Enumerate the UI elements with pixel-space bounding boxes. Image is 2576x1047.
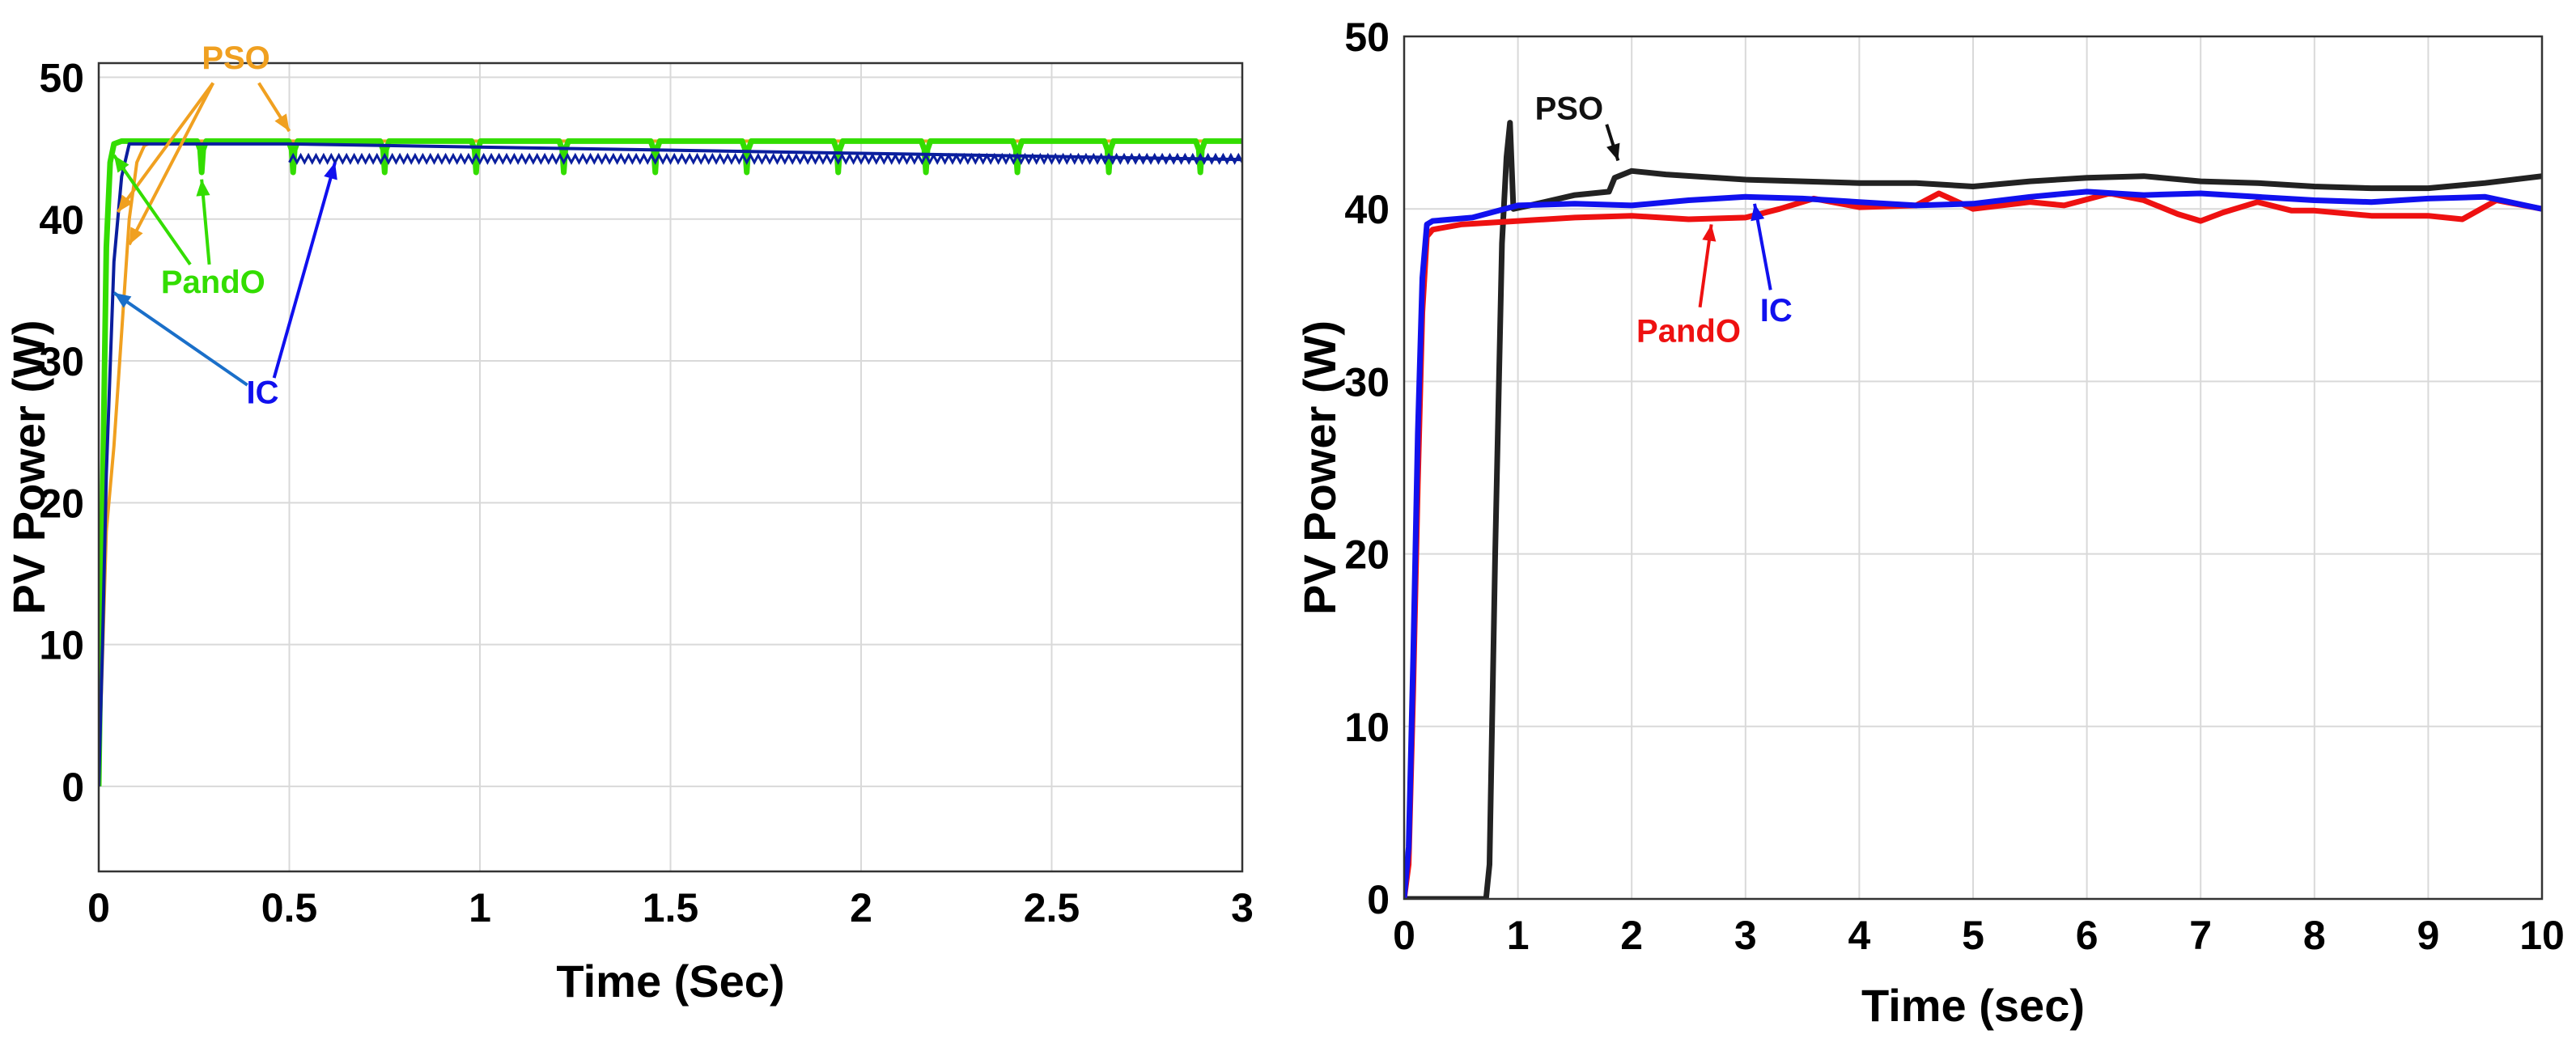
annotation-pando-arrow-head: [196, 179, 210, 197]
x-tick-label: 6: [2076, 913, 2099, 958]
x-tick-label: 1: [1507, 913, 1530, 958]
y-tick-label: 10: [1344, 705, 1390, 750]
series-group: [1404, 120, 2542, 899]
annotation-ic-arrow-head: [1751, 203, 1765, 222]
y-tick-label: 40: [1344, 187, 1390, 232]
y-tick-label: 40: [39, 197, 84, 243]
x-tick-label: 3: [1231, 885, 1254, 930]
x-tick-label: 2.5: [1024, 885, 1080, 930]
y-axis-label: PV Power (W): [3, 320, 54, 614]
series-group: [99, 138, 1242, 786]
annotation-pso-arrow-head: [1606, 142, 1620, 161]
axes-frame: [97, 61, 1244, 873]
annotation-pso-arrow-head: [117, 194, 134, 213]
x-tick-label: 2: [850, 885, 872, 930]
series-line-ic: [1404, 189, 2542, 899]
y-tick-label: 0: [1367, 877, 1390, 922]
annotation-ic: IC: [247, 375, 279, 411]
annotation-ic-arrow: [112, 291, 248, 387]
series-line-ic: [99, 142, 1242, 786]
x-axis-label: Time (sec): [1861, 980, 2085, 1031]
series-line-pando: [1404, 190, 2542, 899]
annotation-ic: IC: [1760, 293, 1793, 329]
annotation-pando-arrow-head: [113, 155, 129, 173]
series-ripple-ic: [288, 152, 1242, 165]
x-tick-label: 0.5: [261, 885, 318, 930]
x-tick-label: 2: [1620, 913, 1643, 958]
y-axis-label: PV Power (W): [1294, 320, 1345, 615]
annotation-pso: PSO: [1535, 91, 1603, 126]
x-tick-label: 1.5: [643, 885, 699, 930]
x-tick-label: 9: [2417, 913, 2439, 958]
y-tick-label: 50: [1344, 15, 1390, 60]
annotation-pso-arrow-head: [274, 113, 290, 132]
annotation-pando: PandO: [1636, 313, 1741, 349]
annotation-pso: PSO: [202, 40, 269, 76]
x-tick-label: 10: [2519, 913, 2565, 958]
y-tick-label: 50: [39, 56, 84, 101]
y-tick-label: 20: [1344, 532, 1390, 578]
annotation-pso-arrow: [127, 82, 215, 246]
axes-frame: [1403, 35, 2544, 901]
annotation-ic-arrow: [272, 162, 337, 379]
series-line-pso: [1404, 120, 2542, 899]
annotation-ic-arrow-head: [113, 292, 132, 308]
x-tick-label: 4: [1848, 913, 1870, 958]
x-tick-label: 8: [2303, 913, 2326, 958]
annotation-pando-arrow-head: [1702, 224, 1717, 242]
chart-right: 0 1 2 3 4 5 6 7 8 9 10 0 10 20 30 40 50 Time (sec) PV Powe…: [1294, 15, 2565, 1031]
y-tick-label: 0: [62, 765, 84, 810]
x-tick-label: 0: [1393, 913, 1415, 958]
annotation-pando-arrow: [112, 154, 192, 266]
annotation-pando: PandO: [161, 265, 265, 300]
y-tick-label: 30: [1344, 359, 1390, 405]
x-tick-label: 3: [1734, 913, 1757, 958]
annotation-ic-arrow-head: [324, 162, 337, 180]
x-axis-label: Time (Sec): [556, 956, 784, 1007]
x-tick-label: 5: [1962, 913, 1984, 958]
x-tick-label: 1: [469, 885, 491, 930]
y-tick-label: 10: [39, 623, 84, 668]
y-tick-label: 30: [39, 339, 84, 384]
annotation-pso-arrow-head: [129, 227, 143, 245]
x-tick-label: 0: [87, 885, 110, 930]
annotation-pso-arrow: [116, 82, 214, 214]
x-tick-label: 7: [2189, 913, 2212, 958]
y-tick-label: 20: [39, 481, 84, 526]
